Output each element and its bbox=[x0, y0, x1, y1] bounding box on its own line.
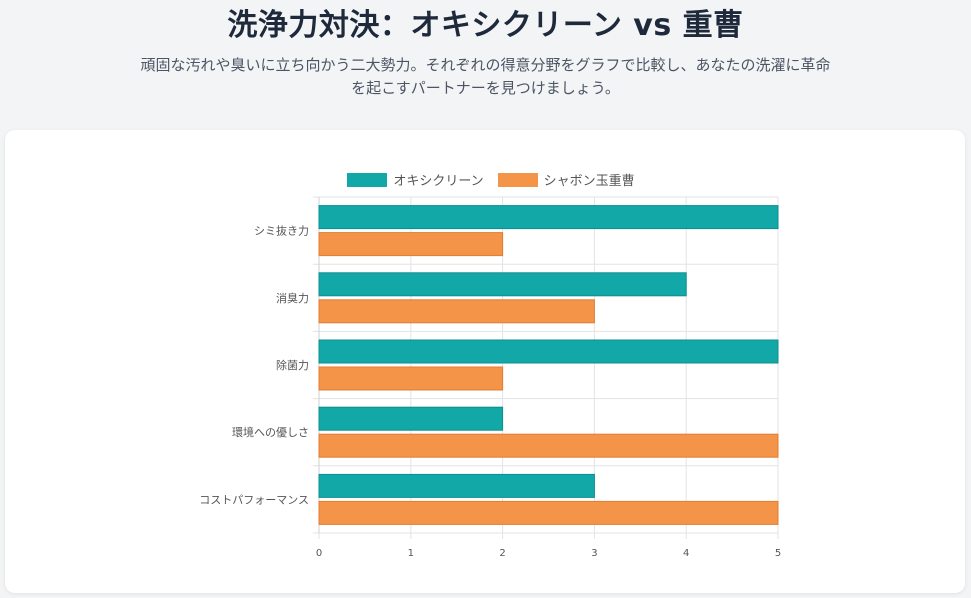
bar-oxiclean bbox=[318, 473, 595, 498]
chart-legend: オキシクリーン シャボン玉重曹 bbox=[11, 170, 971, 189]
category-label: シミ抜き力 bbox=[254, 224, 309, 238]
bar-oxiclean bbox=[318, 272, 687, 297]
legend-item-oxiclean[interactable]: オキシクリーン bbox=[347, 170, 484, 189]
x-tick-label: 0 bbox=[316, 548, 322, 559]
page-subtitle: 頑固な汚れや臭いに立ち向かう二大勢力。それぞれの得意分野をグラフで比較し、あなた… bbox=[140, 56, 831, 97]
bar-baking-soda bbox=[318, 232, 504, 257]
x-tick-label: 4 bbox=[683, 548, 689, 559]
category-label: 消臭力 bbox=[276, 291, 309, 305]
page-title: 洗浄力対決：オキシクリーン vs 重曹 bbox=[227, 8, 744, 43]
legend-swatch-baking-soda bbox=[497, 172, 538, 187]
legend-label-oxiclean: オキシクリーン bbox=[393, 174, 484, 189]
x-tick-label: 2 bbox=[499, 548, 505, 559]
bar-oxiclean bbox=[318, 339, 779, 364]
x-tick-label: 1 bbox=[408, 548, 414, 559]
legend-label-baking-soda: シャボン玉重曹 bbox=[543, 174, 635, 189]
legend-item-baking-soda[interactable]: シャボン玉重曹 bbox=[497, 170, 635, 189]
x-tick-label: 3 bbox=[591, 548, 597, 559]
category-label: 除菌力 bbox=[276, 358, 309, 372]
category-label: コストパフォーマンス bbox=[199, 493, 309, 506]
page-header: 洗浄力対決：オキシクリーン vs 重曹 頑固な汚れや臭いに立ち向かう二大勢力。そ… bbox=[0, 0, 971, 100]
bar-baking-soda bbox=[318, 500, 779, 525]
bar-oxiclean bbox=[318, 205, 779, 230]
x-tick-label: 5 bbox=[775, 548, 781, 559]
bar-baking-soda bbox=[318, 366, 504, 391]
bar-baking-soda bbox=[318, 433, 779, 458]
bar-baking-soda bbox=[318, 299, 595, 324]
category-label: 環境への優しさ bbox=[232, 425, 309, 439]
chart-card: オキシクリーン シャボン玉重曹 0 1 2 3 4 5 シミ抜き力消臭力除菌力環境への優しさ… bbox=[5, 130, 965, 593]
legend-swatch-oxiclean bbox=[347, 172, 388, 187]
bar-oxiclean bbox=[318, 406, 504, 431]
